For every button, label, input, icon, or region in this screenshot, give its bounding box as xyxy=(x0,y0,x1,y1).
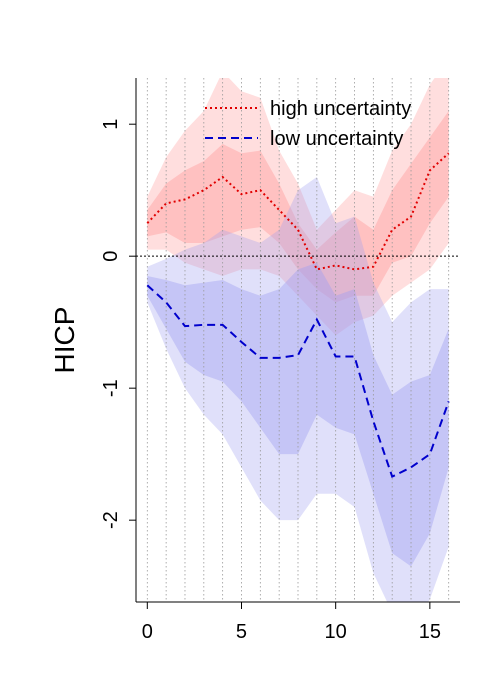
series-line-0 xyxy=(146,152,450,271)
y-axis-label: HICP xyxy=(49,307,80,374)
y-tick-label: -2 xyxy=(100,511,122,529)
legend-label-0: high uncertainty xyxy=(270,98,411,120)
y-tick-label: 0 xyxy=(100,251,122,262)
series-line-1 xyxy=(146,284,450,479)
y-tick-label: 1 xyxy=(100,119,122,130)
x-tick-label: 5 xyxy=(236,621,247,643)
vertical-grid xyxy=(146,78,450,602)
x-tick-label: 0 xyxy=(142,621,153,643)
x-tick-label: 15 xyxy=(419,621,441,643)
legend-label-1: low uncertainty xyxy=(270,128,403,150)
legend: high uncertainty low uncertainty xyxy=(205,98,411,150)
series-lines xyxy=(146,152,450,479)
x-tick-label: 10 xyxy=(325,621,347,643)
y-tick-label: -1 xyxy=(100,379,122,397)
